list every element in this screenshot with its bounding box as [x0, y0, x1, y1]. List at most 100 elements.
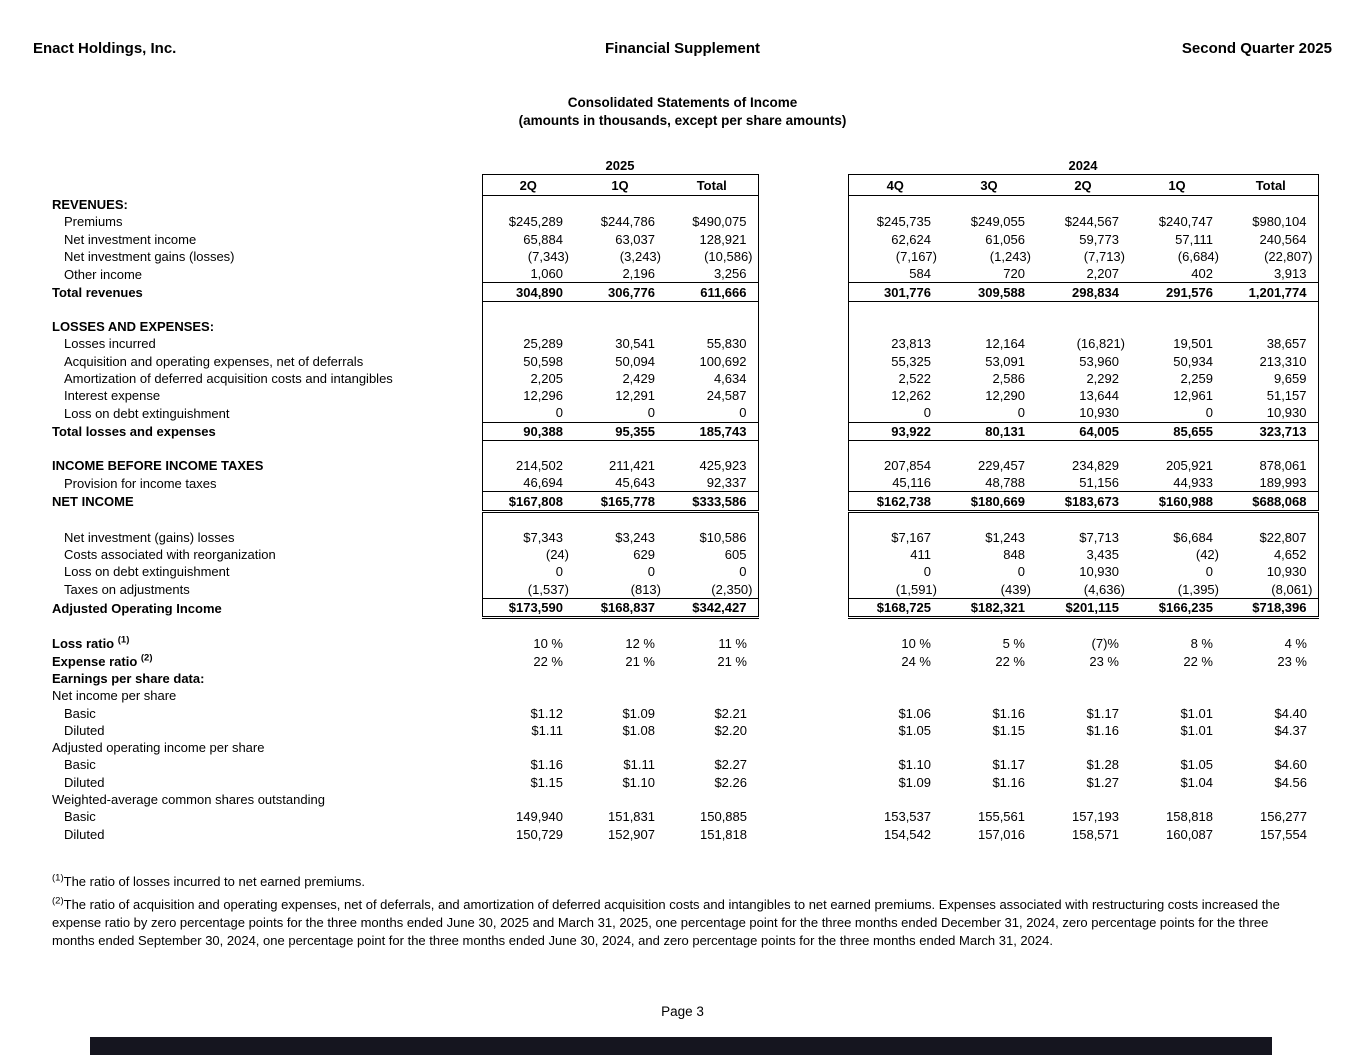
group-gap [758, 318, 848, 335]
value-cell: 2,429 [622, 370, 655, 386]
table-row: Basic $1.16 $1.11 $2.27 $1.10 $1.17 $1.28 $1.05… [52, 756, 1318, 773]
value-cell [942, 618, 1036, 636]
row-label [52, 440, 482, 457]
value-cell: 1,201,774 [1224, 282, 1319, 302]
group-gap [758, 440, 848, 457]
value-cell [1036, 511, 1130, 529]
table-row: Diluted $1.11 $1.08 $2.20 $1.05 $1.15 $1.16 $1.… [52, 722, 1318, 739]
table-row: Provision for income taxes 46,694 45,643 92… [52, 474, 1319, 492]
value-cell [666, 440, 759, 457]
value-cell: 207,854 [847, 456, 942, 475]
value-cell [847, 195, 942, 214]
value-cell: 0 [647, 564, 655, 580]
row-label: Losses incurred [64, 336, 156, 352]
table-row: Earnings per share data: [52, 670, 1318, 687]
value-cell: 12,290 [985, 388, 1025, 404]
value-cell [574, 440, 666, 457]
table-row: Net investment gains (losses) (7,343) (3,2… [52, 247, 1319, 266]
value-cell: 63,037 [615, 231, 655, 247]
table-row: REVENUES: [52, 195, 1319, 214]
value-cell [1224, 317, 1319, 336]
table-row: Amortization of deferred acquisition cos… [52, 369, 1319, 387]
value-cell: 185,743 [666, 421, 759, 441]
value-cell [574, 739, 666, 756]
value-cell [1130, 739, 1224, 756]
row-label: Loss ratio (1) [52, 635, 130, 652]
group-gap [758, 529, 848, 546]
value-cell: 2,205 [481, 369, 574, 387]
value-cell [847, 440, 942, 457]
col-header-2024-total: Total [1224, 174, 1319, 196]
group-gap [758, 231, 848, 248]
value-cell [1036, 196, 1130, 214]
value-cell [666, 670, 758, 687]
value-cell [574, 687, 666, 704]
value-cell: 12 % [625, 636, 655, 652]
group-gap [758, 739, 848, 756]
value-cell: $1.17 [992, 757, 1025, 773]
value-cell: $1,243 [985, 529, 1025, 545]
value-cell: 156,277 [1260, 809, 1307, 825]
value-cell: 205,921 [1166, 458, 1213, 473]
value-cell: $333,586 [666, 491, 759, 513]
footnote-1-marker: (1) [52, 872, 64, 884]
value-cell: 12,961 [1173, 388, 1213, 404]
value-cell: 158,571 [1072, 826, 1119, 842]
value-cell: 2,586 [992, 370, 1025, 386]
value-cell: (10,586) [666, 247, 759, 266]
value-cell [1130, 618, 1224, 636]
report-period: Second Quarter 2025 [1181, 40, 1332, 57]
table-row: Taxes on adjustments (1,537) (813) (2,350) (… [52, 580, 1319, 599]
value-cell: (7,343) [481, 247, 574, 266]
group-gap [758, 404, 848, 422]
value-cell: 0 [1205, 564, 1213, 580]
value-cell: $1.09 [622, 705, 655, 721]
group-gap [758, 635, 848, 652]
value-cell: 45,116 [847, 474, 942, 492]
group-gap [758, 156, 848, 175]
footnote-2-text: The ratio of acquisition and operating e… [52, 896, 1280, 948]
value-cell: 0 [1017, 405, 1025, 421]
value-cell: 5 % [1002, 636, 1025, 652]
value-cell: $249,055 [970, 214, 1025, 230]
row-label: Diluted [64, 722, 105, 738]
value-cell: 605 [666, 546, 759, 564]
value-cell: $2.20 [714, 722, 747, 738]
row-label: Acquisition and operating expenses, net … [64, 353, 364, 369]
table-row: Net investment income 65,884 63,037 128,921… [52, 230, 1319, 248]
value-cell: 100,692 [666, 352, 759, 370]
value-cell: $1.09 [898, 774, 931, 790]
value-cell: 0 [847, 563, 942, 581]
value-cell: 291,576 [1130, 282, 1224, 302]
table-row: Adjusted Operating Income $173,590 $168,83… [52, 597, 1319, 620]
value-cell: (439) [1000, 581, 1031, 597]
row-label: Adjusted operating income per share [52, 740, 265, 756]
value-cell: $1.16 [992, 705, 1025, 721]
group-gap [758, 265, 848, 283]
row-label: Earnings per share data: [52, 670, 205, 686]
value-cell: 0 [481, 404, 574, 423]
table-row: Loss on debt extinguishment 0 0 0 0 0 10,930 0 1… [52, 563, 1319, 581]
value-cell: 0 [481, 563, 574, 581]
row-label: Total revenues [52, 284, 143, 300]
value-cell [942, 318, 1036, 335]
value-cell: 878,061 [1224, 456, 1319, 475]
group-gap [758, 248, 848, 265]
value-cell [666, 687, 758, 704]
value-cell [1130, 196, 1224, 214]
table-row: Adjusted operating income per share [52, 739, 1318, 756]
value-cell: 0 [1205, 405, 1213, 421]
row-label: Diluted [64, 826, 105, 842]
row-label: Expense ratio (2) [52, 652, 153, 669]
value-cell: 402 [1191, 266, 1213, 282]
value-cell [1130, 301, 1224, 318]
value-cell: $1.04 [1180, 774, 1213, 790]
value-cell: $1.11 [531, 722, 563, 738]
row-label [52, 511, 482, 529]
value-cell: 21 % [717, 653, 747, 669]
value-cell: $1.11 [623, 757, 655, 773]
row-label: REVENUES: [52, 196, 128, 212]
row-label: INCOME BEFORE INCOME TAXES [52, 458, 264, 473]
value-cell: 240,564 [1224, 230, 1319, 248]
group-gap [758, 653, 848, 670]
